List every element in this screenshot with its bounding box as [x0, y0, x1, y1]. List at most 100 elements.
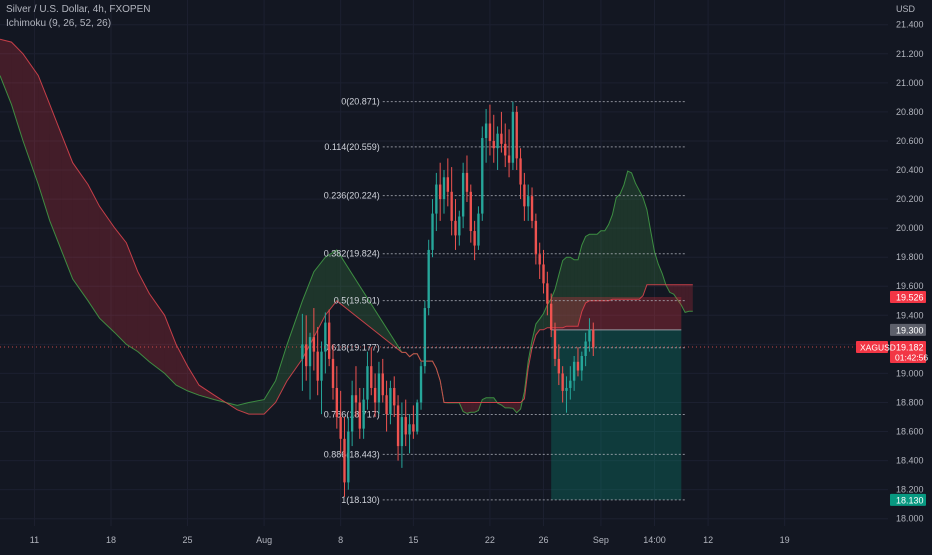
cloud-segment: [115, 228, 126, 344]
cloud-segment: [88, 185, 99, 319]
price-tick-label: 18.000: [896, 514, 924, 524]
candle-body: [458, 217, 460, 236]
time-tick-label: 22: [485, 535, 495, 545]
candle-body: [577, 362, 579, 371]
candle-body: [439, 185, 441, 200]
candle-body: [408, 424, 410, 434]
candle-body: [351, 395, 353, 431]
candle-body: [573, 362, 575, 381]
price-tick-label: 21.400: [896, 20, 924, 30]
candle-body: [504, 144, 506, 156]
candle-body: [355, 395, 357, 402]
entry-price-tag: 19.300: [896, 325, 924, 335]
cloud-segment: [486, 398, 490, 403]
price-tick-label: 20.600: [896, 136, 924, 146]
candle-body: [305, 344, 307, 366]
candle-body: [450, 192, 452, 221]
candle-body: [424, 308, 426, 366]
cloud-segment: [685, 285, 689, 313]
cloud-segment: [471, 402, 475, 412]
price-tick-label: 19.600: [896, 281, 924, 291]
indicator-label[interactable]: Ichimoku (9, 26, 52, 26): [6, 18, 111, 29]
current-price-tag: 19.182: [896, 342, 924, 352]
candle-body: [454, 221, 456, 236]
candle-body: [581, 356, 583, 371]
price-tick-label: 18.800: [896, 397, 924, 407]
cloud-segment: [505, 402, 509, 407]
candle-body: [378, 373, 380, 402]
cloud-segment: [616, 194, 620, 299]
candle-body: [435, 185, 437, 214]
price-tick-label: 21.200: [896, 49, 924, 59]
candle-body: [397, 405, 399, 446]
cloud-segment: [639, 190, 643, 299]
candle-body: [554, 330, 556, 359]
candle-body: [481, 138, 483, 214]
candle-body: [362, 400, 364, 429]
price-tick-label: 20.000: [896, 223, 924, 233]
candle-body: [496, 134, 498, 149]
candle-body: [309, 337, 311, 366]
price-tick-label: 19.400: [896, 310, 924, 320]
cloud-segment: [609, 215, 613, 301]
candle-body: [385, 395, 387, 414]
candle-body: [569, 381, 571, 388]
price-tick-label: 18.400: [896, 456, 924, 466]
candle-body: [336, 388, 338, 417]
candle-body: [374, 388, 376, 403]
cloud-segment: [601, 231, 605, 301]
candle-body: [470, 192, 472, 231]
target-price-tag: 18.130: [896, 495, 924, 505]
candle-body: [493, 141, 495, 148]
candle-body: [550, 304, 552, 330]
cloud-segment: [689, 285, 693, 312]
candle-body: [519, 158, 521, 184]
candle-body: [523, 185, 525, 207]
cloud-segment: [597, 231, 601, 301]
cloud-segment: [467, 402, 471, 413]
candle-body: [565, 388, 567, 391]
candle-body: [393, 388, 395, 405]
bar-countdown: 01:42:56: [895, 352, 928, 362]
time-tick-label: 19: [780, 535, 790, 545]
candle-body: [370, 366, 372, 388]
cloud-segment: [509, 402, 513, 408]
fib-level-label: 0.236(20.224): [324, 191, 380, 201]
time-tick-label: Sep: [593, 535, 609, 545]
candle-body: [401, 417, 403, 446]
candle-body: [477, 214, 479, 246]
cloud-segment: [593, 234, 597, 300]
candle-body: [447, 177, 449, 192]
time-tick-label: 8: [338, 535, 343, 545]
candle-body: [301, 344, 303, 359]
candle-body: [420, 366, 422, 402]
candle-body: [382, 373, 384, 395]
fib-level-label: 0(20.871): [341, 97, 380, 107]
symbol-tag: XAGUSD: [860, 342, 896, 352]
candle-body: [588, 330, 590, 342]
candle-body: [320, 352, 322, 381]
fib-level-label: 1(18.130): [341, 495, 380, 505]
candle-body: [584, 341, 586, 356]
candle-body: [561, 373, 563, 390]
candle-body: [592, 330, 594, 347]
price-tick-label: 19.800: [896, 252, 924, 262]
candle-body: [347, 432, 349, 483]
price-tick-label: 19.000: [896, 368, 924, 378]
fib-level-label: 0.382(19.824): [324, 249, 380, 259]
candle-body: [531, 196, 533, 221]
position-stop-zone[interactable]: [551, 297, 681, 330]
candle-body: [359, 402, 361, 428]
candle-body: [428, 250, 430, 308]
chart-title[interactable]: Silver / U.S. Dollar, 4h, FXOPEN: [6, 4, 151, 15]
cloud-segment: [605, 224, 609, 300]
price-tick-label: 20.400: [896, 165, 924, 175]
candle-body: [416, 402, 418, 431]
candle-body: [546, 283, 548, 303]
price-tick-label: 18.200: [896, 485, 924, 495]
cloud-segment: [643, 198, 647, 296]
candle-body: [558, 359, 560, 374]
candle-body: [539, 254, 541, 264]
